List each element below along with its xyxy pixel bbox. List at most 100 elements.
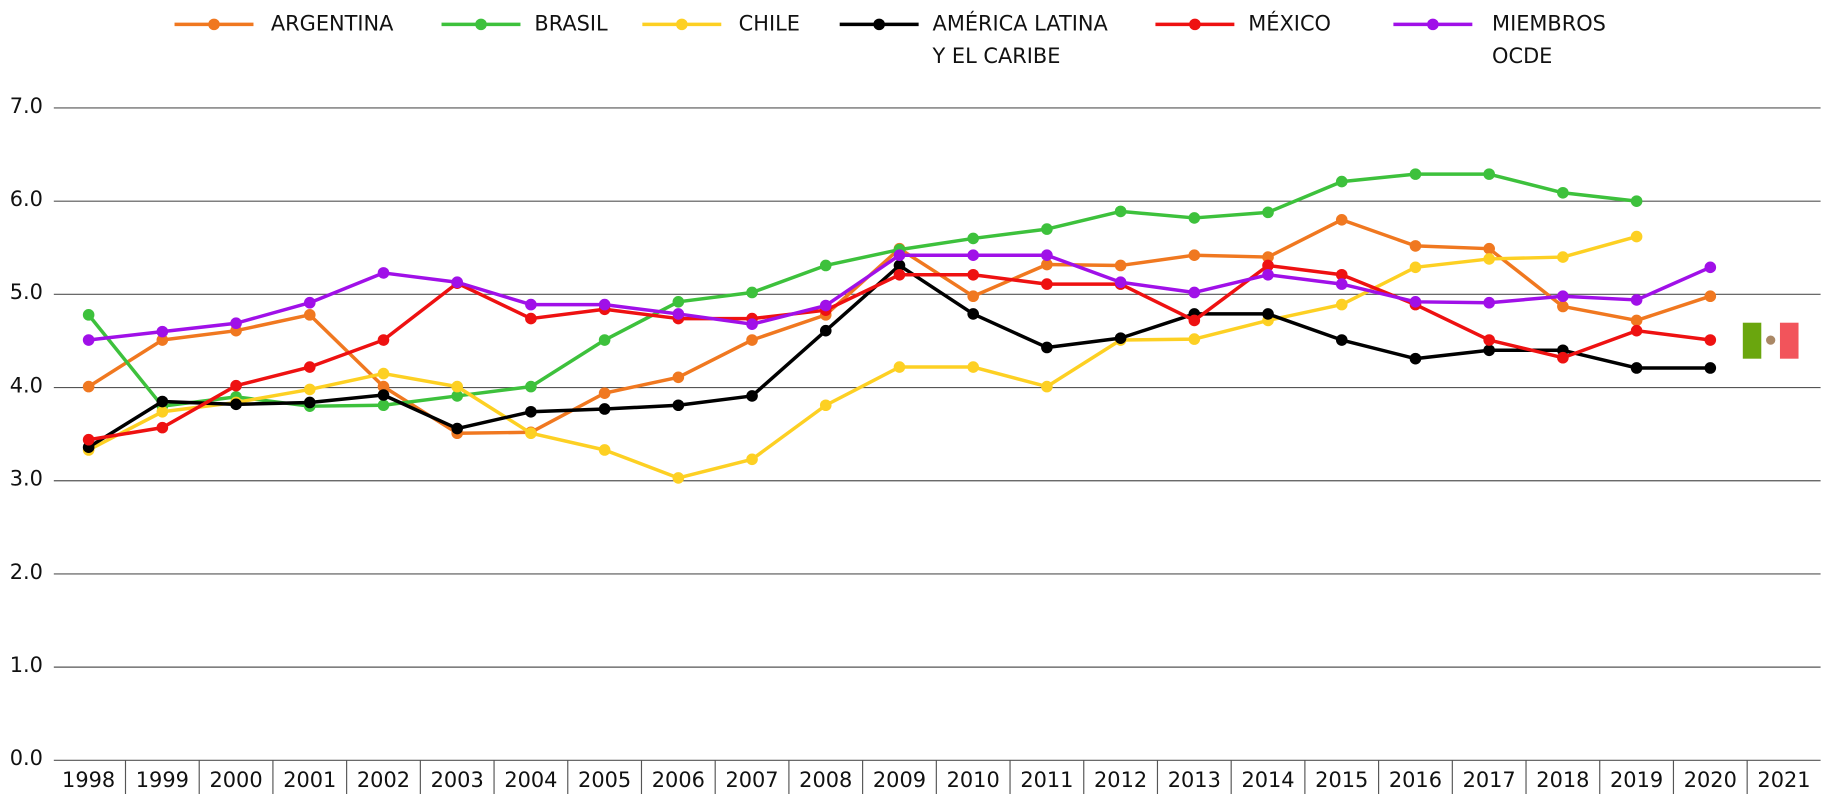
y-tick-label: 6.0 [10, 187, 43, 211]
data-point [967, 308, 979, 320]
data-point [598, 298, 611, 311]
x-tick-label: 2004 [504, 768, 557, 792]
x-tick-label: 2021 [1757, 768, 1810, 792]
data-point [598, 403, 611, 415]
data-point [525, 427, 537, 440]
data-point [1557, 290, 1569, 303]
x-tick-label: 2014 [1241, 768, 1294, 792]
data-point [893, 259, 906, 272]
x-tick-label: 1999 [136, 768, 189, 792]
data-point [1188, 333, 1201, 345]
data-point [1409, 240, 1422, 252]
data-point [1557, 186, 1569, 199]
data-point [672, 296, 685, 308]
data-point [1630, 324, 1643, 337]
data-point [525, 298, 537, 311]
data-point [82, 433, 95, 446]
data-point [230, 317, 242, 330]
data-point [1704, 261, 1717, 274]
data-point [1630, 294, 1643, 306]
x-tick-label: 2009 [873, 768, 926, 792]
data-point [1262, 206, 1274, 219]
data-point [1335, 213, 1348, 226]
data-point [1483, 253, 1495, 265]
data-point [819, 259, 832, 272]
legend-marker [475, 18, 487, 31]
data-point [1630, 362, 1643, 374]
data-point [893, 268, 906, 281]
data-point [377, 367, 390, 380]
data-point [230, 379, 242, 392]
y-tick-label: 1.0 [10, 653, 43, 677]
data-point [1041, 341, 1053, 354]
data-point [1483, 334, 1495, 346]
series-line [87, 172, 1637, 408]
data-point [1409, 168, 1422, 180]
x-tick-label: 2006 [652, 768, 705, 792]
data-point [672, 399, 685, 412]
data-point [377, 399, 390, 412]
data-point [1335, 175, 1348, 188]
data-point [525, 312, 537, 325]
data-point [1483, 296, 1495, 309]
data-point [303, 361, 316, 373]
data-point [230, 398, 242, 411]
x-tick-label: 2015 [1315, 768, 1368, 792]
data-point [156, 334, 169, 346]
legend-marker [1427, 18, 1439, 31]
data-point [1704, 362, 1717, 374]
data-point [893, 361, 906, 373]
x-tick-label: 2005 [578, 768, 631, 792]
data-point [451, 380, 464, 393]
data-point [1262, 268, 1274, 281]
x-tick-label: 2017 [1463, 768, 1516, 792]
x-tick-label: 2003 [431, 768, 484, 792]
data-point [1041, 278, 1053, 290]
data-point [1114, 205, 1127, 218]
flag-icon [1742, 322, 1799, 359]
data-point [819, 299, 832, 312]
data-point [598, 387, 611, 399]
data-point [967, 290, 979, 303]
data-point [451, 390, 464, 402]
data-point [672, 472, 685, 484]
x-tick-label: 2011 [1020, 768, 1073, 792]
x-tick-label: 2002 [357, 768, 410, 792]
legend-marker [208, 18, 220, 31]
data-point [1114, 259, 1127, 272]
data-point [82, 309, 95, 321]
data-point [598, 444, 611, 456]
data-point [1262, 251, 1274, 263]
data-point [1704, 334, 1717, 346]
data-point [303, 383, 316, 396]
y-tick-label: 7.0 [10, 94, 43, 118]
data-point [1409, 352, 1422, 365]
x-tick-label: 2008 [799, 768, 852, 792]
data-point [1483, 242, 1495, 255]
data-point [1630, 314, 1643, 327]
data-point [82, 334, 95, 346]
data-point [967, 268, 979, 281]
y-tick-label: 2.0 [10, 560, 43, 584]
data-point [525, 380, 537, 393]
data-point [1041, 223, 1053, 235]
x-tick-label: 2013 [1168, 768, 1221, 792]
data-point [1557, 300, 1569, 313]
data-point [819, 324, 832, 337]
data-point [156, 421, 169, 434]
legend-label: MIEMBROS OCDE [1492, 11, 1606, 68]
y-tick-label: 0.0 [10, 746, 43, 770]
data-point [377, 380, 390, 393]
data-point [1188, 286, 1201, 299]
data-point [451, 422, 464, 435]
data-point [1630, 195, 1643, 207]
legend-label: MÉXICO [1248, 10, 1331, 35]
legend-marker [676, 18, 688, 31]
legend-label: ARGENTINA [271, 11, 394, 35]
data-point [82, 380, 95, 393]
x-tick-label: 2016 [1389, 768, 1442, 792]
x-tick-label: 2001 [283, 768, 336, 792]
data-point [1483, 344, 1495, 357]
data-point [1262, 259, 1274, 272]
